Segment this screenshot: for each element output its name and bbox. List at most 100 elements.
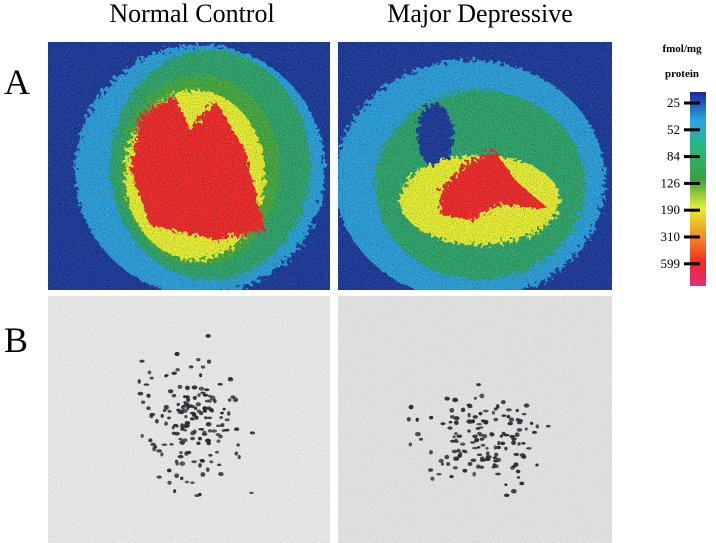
cell [517,442,521,446]
cell [143,383,150,386]
cell [495,472,502,476]
cell [184,480,190,484]
cell [205,406,212,411]
colorbar-tick-label: 52 [667,122,680,137]
cell [164,374,168,378]
cell [185,385,190,391]
cell [200,472,206,477]
cell [456,448,461,453]
cell [415,417,419,422]
cell [449,439,456,443]
cell [444,454,450,460]
cell [408,404,414,410]
cell [514,432,520,438]
cell [156,449,163,453]
cell [446,461,451,467]
cell [217,382,223,386]
cell [177,454,184,459]
cell [429,450,433,455]
cell [500,399,506,405]
cell [503,433,510,437]
cell [476,431,482,436]
cell [237,454,241,460]
cell [494,452,499,457]
cell [467,429,471,433]
cell [526,447,532,450]
cell [497,440,501,446]
cell [452,435,456,439]
autoradiograph [338,42,612,290]
cell [474,437,480,443]
cell [228,377,233,381]
cell [476,464,481,469]
cell [450,415,455,419]
row-label: B [4,320,28,360]
cell [249,491,254,495]
cell [179,461,186,466]
cell [428,468,434,472]
cell [227,398,232,402]
cell [493,407,498,411]
cell [207,399,212,403]
cell [470,441,476,444]
cell [418,437,424,441]
colorbar-tick-label: 126 [661,175,681,190]
cell [179,476,184,481]
cell [482,409,489,413]
cell [167,416,171,420]
cell [192,429,197,434]
cell [452,456,457,461]
cell [440,462,444,466]
cell [515,417,521,422]
cell [137,391,144,396]
cell [485,451,490,456]
cell [408,442,413,447]
cell [459,442,466,446]
cell [496,404,500,409]
cell [493,445,498,450]
cell [164,421,168,426]
cell [489,431,494,437]
cell [460,407,466,413]
cell [202,406,208,411]
cell [430,476,435,481]
cell [515,469,521,474]
cell [197,393,201,397]
cell [177,384,183,389]
cell [156,475,162,479]
cell [467,412,471,418]
micrograph [338,296,612,543]
cell [163,404,169,410]
cell [174,473,180,479]
cell [482,433,488,439]
cell [462,468,468,473]
cell [232,397,239,403]
cell [513,462,519,467]
cell [200,365,206,369]
cell [210,409,214,413]
cell-dots [137,334,551,498]
cell [182,438,188,442]
cell [203,416,208,420]
cell [149,414,154,419]
cell [148,438,153,443]
colorbar-tick-label: 599 [661,256,681,271]
cell [176,408,181,412]
cell [511,440,517,446]
cell [219,415,223,419]
cell [205,422,212,427]
cell [479,437,485,441]
colorbar-unit: fmol/mg [662,43,702,55]
colorbar-tick-label: 84 [667,149,681,164]
cell [167,480,172,485]
cell [480,443,486,447]
cell [456,434,463,438]
cell [183,428,188,432]
cell [476,422,482,426]
cell [476,383,481,387]
cell [149,376,154,380]
cell [192,395,198,400]
cell [208,453,213,457]
cell [186,397,191,403]
cell [496,445,501,450]
